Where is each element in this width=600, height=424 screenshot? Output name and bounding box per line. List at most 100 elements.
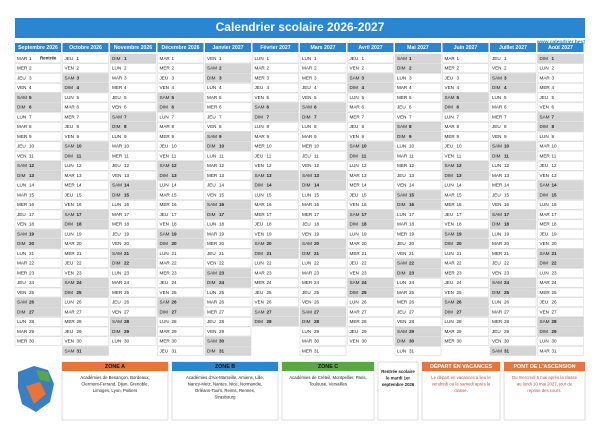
weekday: JEU (350, 124, 359, 129)
month-name: Septembre 2026 (18, 45, 58, 51)
day-cell (14, 151, 62, 161)
weekday: LUN (207, 153, 216, 158)
weekday: MAR (445, 192, 456, 197)
day-number: 30 (29, 339, 35, 344)
day-number: 10 (29, 144, 35, 149)
day-cell (252, 239, 299, 249)
day-number: 24 (504, 280, 510, 285)
day-number: 25 (552, 290, 558, 295)
day-cell (14, 53, 62, 64)
day-cell (109, 112, 157, 122)
weekday: DIM (540, 56, 549, 61)
month-header (62, 43, 109, 52)
day-number: 21 (172, 251, 178, 256)
day-number: 29 (124, 329, 130, 334)
weekday: SAM (492, 212, 502, 217)
weekday: MER (492, 183, 503, 188)
weekday: DIM (350, 222, 359, 227)
day-number: 27 (552, 309, 558, 314)
weekday: MAR (17, 124, 28, 129)
day-cell (442, 151, 489, 161)
day-cell (204, 190, 252, 200)
day-number: 28 (314, 319, 320, 324)
weekday: JEU (255, 153, 264, 158)
day-number: 22 (124, 261, 130, 266)
day-number: 19 (124, 231, 130, 236)
weekday: LUN (445, 251, 454, 256)
day-number: 29 (362, 329, 368, 334)
weekday: LUN (207, 85, 216, 90)
weekday: SAM (255, 241, 265, 246)
weekday: SAM (207, 66, 217, 71)
weekday: MAR (112, 212, 123, 217)
day-cell (299, 307, 347, 317)
day-cell (62, 83, 109, 93)
weekday: DIM (445, 105, 454, 110)
month-name: Mai 2027 (407, 45, 429, 51)
day-cell (347, 287, 394, 298)
weekday: MAR (540, 144, 551, 149)
day-number: 11 (409, 153, 414, 158)
legend-box (377, 361, 419, 421)
weekday: LUN (17, 183, 26, 188)
day-number: 1 (172, 56, 175, 61)
weekday: DIM (112, 261, 121, 266)
day-cell (14, 122, 62, 132)
weekday: DIM (160, 309, 169, 314)
day-number: 2 (457, 66, 460, 71)
day-number: 21 (504, 251, 510, 256)
day-cell (109, 297, 157, 307)
day-cell (537, 102, 584, 112)
day-number: 11 (172, 153, 177, 158)
weekday: JEU (302, 222, 311, 227)
day-number: 5 (552, 95, 555, 100)
day-cell (157, 336, 204, 346)
day-cell (252, 122, 299, 132)
weekday: SAM (397, 124, 407, 129)
weekday: MER (350, 319, 361, 324)
day-number: 29 (219, 329, 225, 334)
weekday: MER (65, 114, 76, 119)
day-number: 23 (219, 270, 225, 275)
day-cell (299, 83, 347, 93)
day-cell (62, 200, 109, 210)
weekday: VEN (65, 202, 74, 207)
day-cell (489, 151, 537, 161)
weekday: LUN (302, 329, 311, 334)
day-cell (537, 209, 584, 220)
day-number: 22 (362, 261, 368, 266)
weekday: MER (112, 85, 123, 90)
legend-box (281, 361, 375, 421)
day-cell (442, 190, 489, 200)
day-cell (347, 63, 394, 73)
day-cell (347, 200, 394, 210)
day-number: 24 (457, 280, 463, 285)
day-cell (489, 268, 537, 278)
day-number: 15 (504, 192, 510, 197)
day-cell (157, 248, 204, 259)
day-cell (252, 53, 299, 64)
legend-title: PONT DE L'ASCENSION (513, 364, 575, 370)
day-cell (62, 73, 109, 83)
day-number: 9 (409, 134, 412, 139)
day-cell (394, 346, 442, 356)
day-cell (109, 268, 157, 278)
day-cell (62, 180, 109, 190)
day-number: 15 (219, 192, 225, 197)
weekday: MER (302, 280, 313, 285)
weekday: MER (207, 173, 218, 178)
day-cell (109, 278, 157, 288)
weekday: SAM (492, 75, 502, 80)
day-number: 27 (314, 309, 320, 314)
day-number: 26 (124, 300, 130, 305)
weekday: MER (302, 144, 313, 149)
weekday: MAR (207, 231, 218, 236)
day-number: 1 (267, 56, 270, 61)
weekday: SAM (207, 270, 217, 275)
day-cell (62, 122, 109, 132)
weekday: MAR (445, 261, 456, 266)
day-cell (14, 200, 62, 210)
weekday: LUN (350, 163, 359, 168)
weekday: DIM (160, 241, 169, 246)
weekday: MER (302, 75, 313, 80)
